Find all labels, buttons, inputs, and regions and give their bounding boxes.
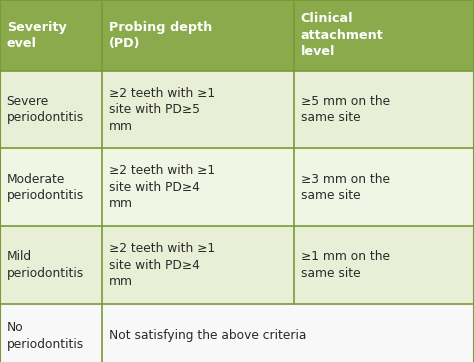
Bar	[102, 304, 474, 362]
Text: ≥3 mm on the
same site: ≥3 mm on the same site	[301, 173, 390, 202]
Bar	[294, 148, 474, 226]
Text: Clinical
attachment
level: Clinical attachment level	[301, 12, 383, 58]
Bar	[0, 304, 102, 362]
Text: ≥5 mm on the
same site: ≥5 mm on the same site	[301, 95, 390, 124]
Bar	[294, 226, 474, 304]
Text: Mild
periodontitis: Mild periodontitis	[7, 251, 84, 280]
Bar	[102, 226, 294, 304]
Bar	[102, 71, 294, 148]
Bar	[0, 148, 102, 226]
Text: Severity
evel: Severity evel	[7, 21, 66, 50]
Bar	[102, 148, 294, 226]
Bar	[0, 0, 102, 71]
Bar	[0, 226, 102, 304]
Bar	[294, 71, 474, 148]
Text: ≥2 teeth with ≥1
site with PD≥4
mm: ≥2 teeth with ≥1 site with PD≥4 mm	[109, 164, 215, 210]
Text: Probing depth
(PD): Probing depth (PD)	[109, 21, 212, 50]
Text: ≥2 teeth with ≥1
site with PD≥5
mm: ≥2 teeth with ≥1 site with PD≥5 mm	[109, 87, 215, 132]
Bar	[0, 71, 102, 148]
Text: Moderate
periodontitis: Moderate periodontitis	[7, 173, 84, 202]
Text: Severe
periodontitis: Severe periodontitis	[7, 95, 84, 124]
Bar	[294, 0, 474, 71]
Text: Not satisfying the above criteria: Not satisfying the above criteria	[109, 329, 306, 342]
Bar	[102, 0, 294, 71]
Text: ≥1 mm on the
same site: ≥1 mm on the same site	[301, 251, 390, 280]
Text: No
periodontitis: No periodontitis	[7, 321, 84, 350]
Text: ≥2 teeth with ≥1
site with PD≥4
mm: ≥2 teeth with ≥1 site with PD≥4 mm	[109, 242, 215, 288]
